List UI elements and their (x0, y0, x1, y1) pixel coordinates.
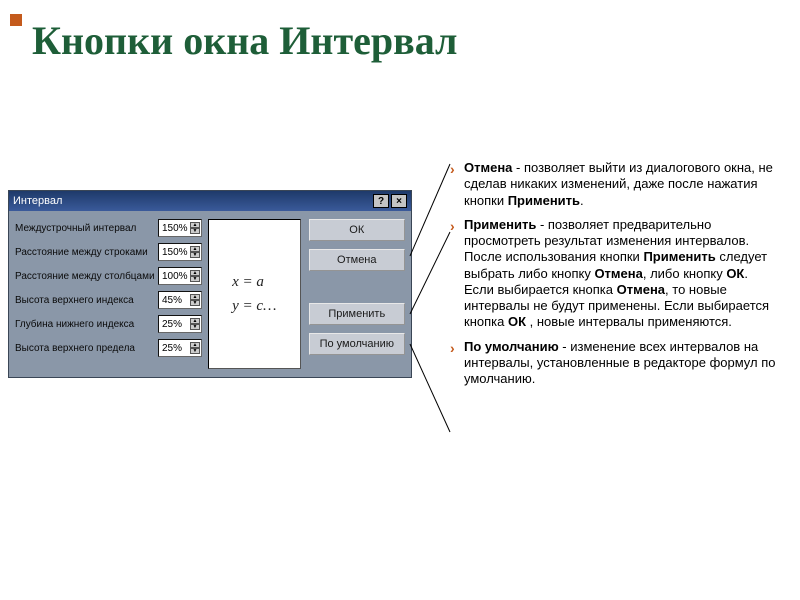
field-row: Расстояние между строками 150% ▲▼ (15, 243, 202, 261)
description-list: Отмена - позволяет выйти из диалогового … (450, 160, 776, 395)
spinner-icon[interactable]: ▲▼ (190, 318, 200, 330)
field-row: Высота верхнего индекса 45% ▲▼ (15, 291, 202, 309)
bullet-cancel: Отмена - позволяет выйти из диалогового … (450, 160, 776, 209)
spinner-icon[interactable]: ▲▼ (190, 246, 200, 258)
field-row: Расстояние между столбцами 100% ▲▼ (15, 267, 202, 285)
default-button[interactable]: По умолчанию (309, 333, 405, 355)
apply-button[interactable]: Применить (309, 303, 405, 325)
field-input[interactable]: 150% ▲▼ (158, 243, 202, 261)
close-icon[interactable]: × (391, 194, 407, 208)
field-label: Высота верхнего предела (15, 343, 135, 354)
preview-pane: x = a y = c… (208, 219, 301, 369)
accent-square (10, 14, 22, 26)
help-icon[interactable]: ? (373, 194, 389, 208)
cancel-button[interactable]: Отмена (309, 249, 405, 271)
field-row: Глубина нижнего индекса 25% ▲▼ (15, 315, 202, 333)
field-label: Расстояние между строками (15, 247, 148, 258)
dialog-titlebar: Интервал ? × (9, 191, 411, 211)
spinner-icon[interactable]: ▲▼ (190, 222, 200, 234)
field-label: Высота верхнего индекса (15, 295, 134, 306)
bullet-default: По умолчанию - изменение всех интервалов… (450, 339, 776, 388)
field-row: Высота верхнего предела 25% ▲▼ (15, 339, 202, 357)
dialog-fields: Междустрочный интервал 150% ▲▼ Расстояни… (15, 219, 202, 369)
bullet-apply: Применить - позволяет предварительно про… (450, 217, 776, 331)
field-input[interactable]: 150% ▲▼ (158, 219, 202, 237)
page-title: Кнопки окна Интервал (32, 20, 458, 62)
field-label: Глубина нижнего индекса (15, 319, 134, 330)
field-label: Междустрочный интервал (15, 223, 136, 234)
field-input[interactable]: 25% ▲▼ (158, 339, 202, 357)
spinner-icon[interactable]: ▲▼ (190, 270, 200, 282)
dialog-title: Интервал (13, 195, 62, 207)
field-label: Расстояние между столбцами (15, 271, 155, 282)
spinner-icon[interactable]: ▲▼ (190, 342, 200, 354)
interval-dialog: Интервал ? × Междустрочный интервал 150%… (8, 190, 412, 378)
spinner-icon[interactable]: ▲▼ (190, 294, 200, 306)
field-row: Междустрочный интервал 150% ▲▼ (15, 219, 202, 237)
field-input[interactable]: 100% ▲▼ (158, 267, 202, 285)
ok-button[interactable]: ОК (309, 219, 405, 241)
field-input[interactable]: 45% ▲▼ (158, 291, 202, 309)
field-input[interactable]: 25% ▲▼ (158, 315, 202, 333)
